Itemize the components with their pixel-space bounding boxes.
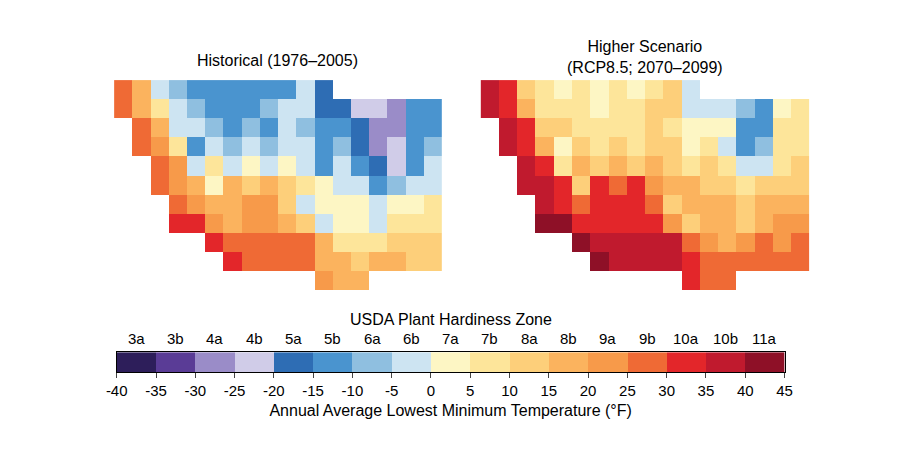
svg-text:5a: 5a	[285, 330, 302, 347]
svg-text:-5: -5	[385, 382, 398, 399]
svg-text:7b: 7b	[481, 330, 498, 347]
svg-text:Historical (1976–2005): Historical (1976–2005)	[197, 52, 358, 69]
svg-text:Annual Average Lowest Minimum: Annual Average Lowest Minimum Temperatur…	[269, 402, 631, 419]
svg-text:7a: 7a	[442, 330, 459, 347]
svg-text:6a: 6a	[364, 330, 381, 347]
svg-text:0: 0	[427, 382, 435, 399]
svg-text:-35: -35	[145, 382, 167, 399]
svg-text:20: 20	[580, 382, 597, 399]
svg-text:5: 5	[466, 382, 474, 399]
svg-text:15: 15	[540, 382, 557, 399]
svg-text:8b: 8b	[560, 330, 577, 347]
svg-text:-30: -30	[184, 382, 206, 399]
svg-text:10b: 10b	[713, 330, 738, 347]
svg-text:5b: 5b	[324, 330, 341, 347]
svg-text:4b: 4b	[246, 330, 263, 347]
svg-text:30: 30	[658, 382, 675, 399]
svg-text:9a: 9a	[599, 330, 616, 347]
svg-text:-25: -25	[224, 382, 246, 399]
svg-text:4a: 4a	[206, 330, 223, 347]
svg-text:-40: -40	[106, 382, 128, 399]
svg-text:40: 40	[737, 382, 754, 399]
svg-text:-20: -20	[263, 382, 285, 399]
svg-text:10a: 10a	[673, 330, 699, 347]
svg-text:35: 35	[698, 382, 715, 399]
svg-text:25: 25	[619, 382, 636, 399]
svg-text:8a: 8a	[521, 330, 538, 347]
svg-text:6b: 6b	[403, 330, 420, 347]
svg-text:3a: 3a	[128, 330, 145, 347]
svg-text:Higher Scenario(RCP8.5; 2070–2: Higher Scenario(RCP8.5; 2070–2099)	[567, 38, 723, 76]
svg-text:3b: 3b	[167, 330, 184, 347]
svg-text:11a: 11a	[752, 330, 777, 347]
svg-text:USDA Plant Hardiness Zone: USDA Plant Hardiness Zone	[350, 311, 552, 328]
svg-text:45: 45	[776, 382, 793, 399]
svg-text:9b: 9b	[639, 330, 656, 347]
svg-text:-15: -15	[302, 382, 324, 399]
svg-text:-10: -10	[342, 382, 364, 399]
svg-text:10: 10	[501, 382, 518, 399]
